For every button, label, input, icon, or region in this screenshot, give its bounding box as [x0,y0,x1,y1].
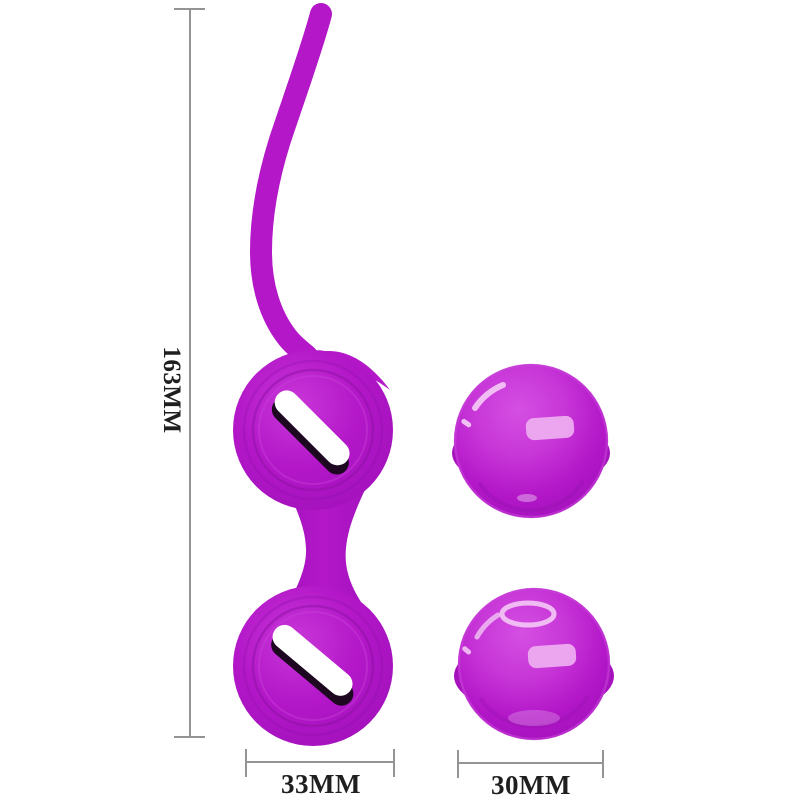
single-ball-bottom [454,587,614,741]
single-ball-bottom-rim [457,587,611,741]
upper-slot-opening [274,390,350,466]
duo-lower-ball-groove [251,604,375,728]
single-ball-top [452,363,610,519]
single-ball-bottom-inner-edge [478,694,590,729]
single-ball-top-crescent-highlight [472,382,506,411]
duo-lower-ball-groove-outer [242,595,384,737]
single-ball-top-rim-tick [461,418,472,428]
single-ball-top-body [454,364,608,518]
single-ball-top-band-highlight [525,415,575,441]
duo-upper-ball-groove-inner [258,375,368,485]
duo-upper-ball-slot [271,390,350,475]
duo-width-dimension [245,749,395,777]
single-width-dimension [457,750,604,778]
single-ball-top-bottom-glow [517,494,537,502]
duo-upper-ball-groove [251,368,375,492]
duo-upper-ball [233,350,393,510]
duo-lower-ball-groove-inner [258,611,368,721]
single-ball-bottom-band-highlight [527,643,577,669]
single-ball-bottom-rim-tick [462,646,472,655]
height-label: 163MM [158,346,185,433]
duo-upper-ball-groove-outer [242,359,384,501]
single-ball-top-inner-edge [477,479,585,513]
single-ball-bottom-ring-highlight [499,600,557,628]
lower-slot-opening [272,624,353,696]
retrieval-cord [250,3,332,367]
single-width-label: 30MM [491,770,571,800]
height-dimension [174,8,205,738]
duo-kegel-product [233,3,393,746]
single-ball-bottom-glow [508,710,560,726]
single-ball-bottom-crescent-highlight [474,612,501,640]
duo-lower-ball-slot [271,624,354,706]
single-ball-top-rim [453,363,609,519]
duo-lower-ball [233,586,393,746]
duo-width-label: 33MM [281,769,361,799]
